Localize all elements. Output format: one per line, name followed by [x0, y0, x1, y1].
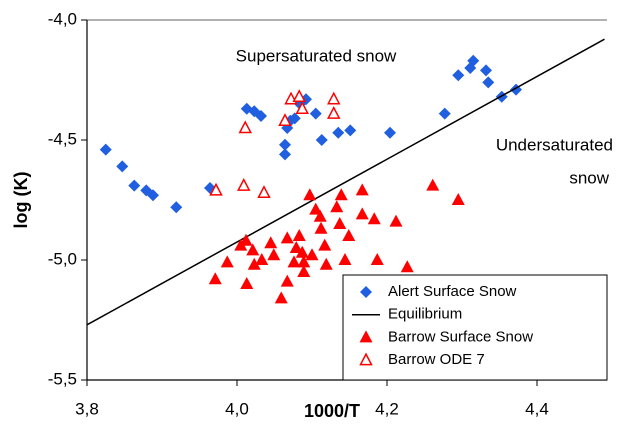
diamond-point — [128, 179, 141, 192]
diamond-point — [279, 148, 291, 161]
triangle-point — [370, 253, 384, 265]
legend-box — [342, 274, 608, 381]
triangle-point — [280, 274, 294, 287]
triangle-point — [342, 229, 356, 241]
open-triangle-point — [359, 352, 373, 366]
triangle-point — [305, 248, 319, 261]
triangle-point — [319, 257, 333, 270]
diamond-point — [480, 64, 492, 77]
open-triangle-point — [327, 91, 341, 105]
triangle-point — [208, 272, 222, 285]
y-tick-label: -4,5 — [48, 129, 77, 148]
triangle-point — [318, 238, 332, 251]
annotation: snow — [569, 168, 609, 187]
triangle-point — [338, 253, 352, 265]
diamond-point — [300, 93, 312, 106]
open-triangle-point — [295, 101, 309, 115]
triangle-point — [426, 178, 440, 191]
open-triangle-point — [238, 120, 252, 134]
triangle-point — [297, 265, 311, 277]
open-triangle-point — [237, 177, 251, 191]
triangle-point — [267, 248, 281, 261]
triangle-point — [330, 200, 344, 213]
diamond-point — [309, 107, 322, 120]
legend-label: Barrow ODE 7 — [388, 351, 485, 368]
y-tick-label: -4,0 — [48, 9, 77, 28]
triangle-point — [239, 233, 253, 246]
triangle-point — [309, 202, 323, 215]
diamond-point — [482, 76, 495, 89]
diamond-point — [384, 126, 396, 139]
equilibrium-line — [86, 38, 605, 326]
diamond-point — [315, 134, 328, 146]
y-axis-title: log (K) — [11, 172, 31, 229]
diamond-point — [344, 124, 357, 137]
triangle-point — [314, 221, 328, 234]
triangle-point — [355, 183, 369, 196]
annotation: Undersaturated — [496, 135, 613, 154]
diamond-point — [147, 189, 159, 202]
diamond-point — [495, 90, 508, 103]
triangle-point — [451, 193, 465, 205]
triangle-point — [220, 255, 234, 268]
triangle-point — [287, 255, 301, 268]
triangle-point — [264, 236, 278, 249]
open-triangle-point — [278, 113, 292, 127]
annotation: Supersaturated snow — [236, 46, 397, 65]
x-tick-label: 4,2 — [375, 399, 399, 418]
x-tick-label: 4,4 — [525, 399, 549, 418]
diamond-point — [170, 201, 183, 214]
x-tick-label: 3,8 — [75, 399, 99, 418]
y-tick-label: -5,0 — [48, 249, 77, 268]
triangle-point — [292, 229, 306, 241]
x-tick-label: 4,0 — [225, 399, 249, 418]
diamond-point — [332, 126, 345, 139]
diamond-point — [467, 54, 480, 67]
y-tick-label: -5,5 — [48, 369, 77, 388]
triangle-point — [240, 277, 254, 289]
triangle-point — [389, 214, 403, 227]
triangle-point — [246, 243, 260, 256]
legend-label: Equilibrium — [388, 306, 462, 323]
open-triangle-point — [257, 185, 271, 199]
open-triangle-point — [209, 182, 223, 196]
open-triangle-point — [292, 89, 306, 103]
diamond-point — [255, 110, 267, 122]
open-triangle-point — [327, 105, 341, 119]
triangle-point — [400, 260, 414, 273]
diamond-point — [279, 138, 291, 151]
triangle-point — [280, 231, 294, 244]
triangle-point — [313, 209, 327, 222]
x-axis-title: 1000/T — [304, 401, 360, 421]
triangle-point — [303, 188, 317, 201]
triangle-point — [295, 245, 309, 258]
diamond-point — [99, 143, 112, 156]
triangle-point — [355, 207, 369, 220]
legend-label: Alert Surface Snow — [388, 283, 517, 300]
diamond-point — [360, 286, 372, 298]
triangle-point — [274, 291, 288, 304]
diamond-point — [116, 160, 129, 173]
legend-label: Barrow Surface Snow — [388, 328, 533, 345]
diamond-point — [452, 69, 465, 82]
triangle-point — [359, 330, 373, 343]
triangle-point — [297, 255, 311, 268]
diamond-point — [438, 107, 451, 120]
triangle-point — [255, 253, 269, 265]
triangle-point — [367, 212, 381, 225]
diamond-point — [288, 112, 301, 125]
triangle-point — [247, 257, 261, 270]
triangle-point — [333, 217, 347, 229]
triangle-point — [334, 188, 348, 201]
triangle-point — [289, 241, 303, 253]
